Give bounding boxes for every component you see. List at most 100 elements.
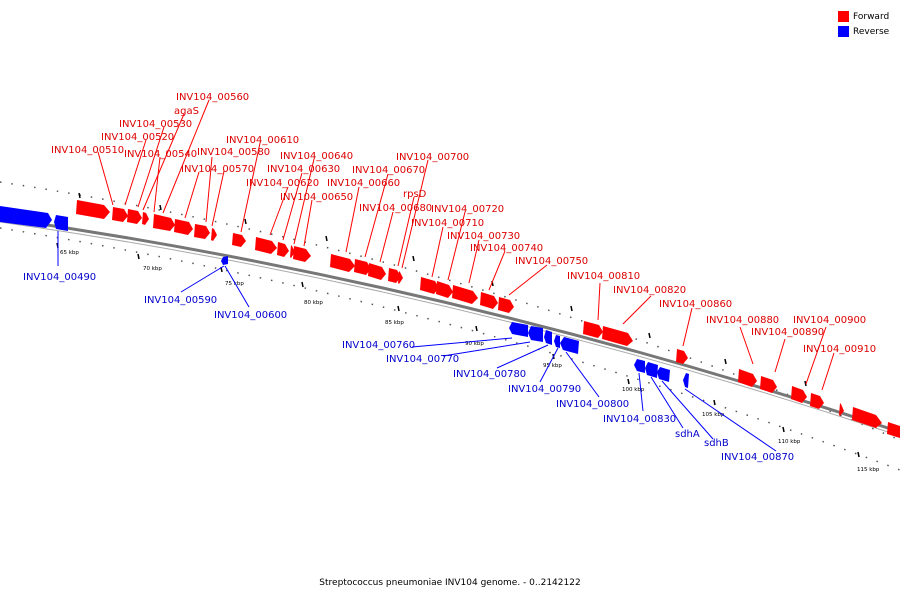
gene-label: rpsD xyxy=(403,189,427,200)
gene-label: INV104_00800 xyxy=(556,399,629,410)
gene-label: INV104_00660 xyxy=(327,178,400,189)
gene-label: INV104_00600 xyxy=(214,310,287,321)
gene-forward[interactable] xyxy=(839,403,844,416)
gene-forward[interactable] xyxy=(760,376,777,393)
gene-label: INV104_00730 xyxy=(447,231,520,242)
gene-forward[interactable] xyxy=(583,321,603,338)
gene-forward[interactable] xyxy=(127,209,142,224)
tick-label: 90 kbp xyxy=(465,341,484,347)
gene-reverse[interactable] xyxy=(0,206,52,228)
reverse-leader-lines xyxy=(57,231,777,452)
tick-label: 75 kbp xyxy=(225,281,244,287)
legend-item-reverse: Reverse xyxy=(838,24,889,39)
legend-label: Forward xyxy=(853,11,890,22)
gene-label: sdhB xyxy=(704,438,729,449)
gene-forward[interactable] xyxy=(738,369,757,387)
genome-caption: Streptococcus pneumoniae INV104 genome. … xyxy=(319,578,581,588)
gene-forward[interactable] xyxy=(290,245,295,258)
gene-forward[interactable] xyxy=(368,263,386,280)
gene-label: INV104_00770 xyxy=(386,354,459,365)
gene-reverse[interactable] xyxy=(221,256,228,265)
gene-forward[interactable] xyxy=(498,297,514,313)
gene-label: INV104_00580 xyxy=(197,147,270,158)
genome-backbone-shadow xyxy=(0,221,900,437)
gene-forward[interactable] xyxy=(852,407,882,428)
gene-reverse[interactable] xyxy=(657,367,670,382)
gene-forward[interactable] xyxy=(76,200,110,219)
gene-label: INV104_00880 xyxy=(706,315,779,326)
gene-forward[interactable] xyxy=(436,281,453,298)
forward-leader-lines xyxy=(97,99,835,391)
gene-reverse[interactable] xyxy=(560,337,579,354)
gene-label: INV104_00890 xyxy=(751,327,824,338)
gene-forward[interactable] xyxy=(354,259,371,275)
gene-reverse[interactable] xyxy=(544,330,552,345)
gene-reverse[interactable] xyxy=(634,359,645,373)
gene-label: INV104_00510 xyxy=(51,145,124,156)
gene-label: INV104_00570 xyxy=(181,164,254,175)
gene-label: INV104_00530 xyxy=(119,119,192,130)
gene-forward[interactable] xyxy=(791,386,807,403)
gene-label: INV104_00750 xyxy=(515,256,588,267)
gene-forward[interactable] xyxy=(174,219,193,235)
gene-label: INV104_00540 xyxy=(124,149,197,160)
tick-label: 70 kbp xyxy=(143,266,162,272)
gene-label: INV104_00520 xyxy=(101,132,174,143)
gene-reverse[interactable] xyxy=(554,335,560,348)
gene-label: INV104_00760 xyxy=(342,340,415,351)
gene-forward[interactable] xyxy=(330,254,355,272)
gene-label: INV104_00490 xyxy=(23,272,96,283)
legend-item-forward: Forward xyxy=(838,9,889,24)
gene-reverse[interactable] xyxy=(509,322,528,337)
tick-label: 110 kbp xyxy=(778,439,801,445)
gene-forward[interactable] xyxy=(388,268,401,283)
gene-label: INV104_00830 xyxy=(603,414,676,425)
gene-reverse[interactable] xyxy=(645,362,658,378)
gene-label: INV104_00620 xyxy=(246,178,319,189)
outer-dotted-track xyxy=(0,181,900,441)
gene-label: INV104_00560 xyxy=(176,92,249,103)
gene-reverse[interactable] xyxy=(54,215,68,231)
gene-forward[interactable] xyxy=(194,224,210,239)
gene-forward[interactable] xyxy=(112,207,128,222)
inner-dotted-track xyxy=(0,227,900,471)
reverse-labels: INV104_00490 INV104_00590 INV104_00600 I… xyxy=(23,272,794,463)
gene-forward[interactable] xyxy=(142,212,149,225)
gene-label: INV104_00650 xyxy=(280,192,353,203)
reverse-genes xyxy=(0,206,689,388)
gene-forward[interactable] xyxy=(277,242,289,257)
tick-label: 105 kbp xyxy=(702,412,725,418)
tick-label: 65 kbp xyxy=(60,250,79,256)
gene-forward[interactable] xyxy=(887,422,900,438)
forward-labels: INV104_00510 INV104_00520 INV104_00530 a… xyxy=(51,92,876,355)
gene-label: sdhA xyxy=(675,429,700,440)
gene-forward[interactable] xyxy=(153,214,175,231)
gene-forward[interactable] xyxy=(232,233,246,247)
gene-label: INV104_00710 xyxy=(411,218,484,229)
gene-label: INV104_00680 xyxy=(359,203,432,214)
gene-label: INV104_00860 xyxy=(659,299,732,310)
gene-forward[interactable] xyxy=(293,246,311,262)
gene-forward[interactable] xyxy=(211,228,217,241)
gene-label: INV104_00910 xyxy=(803,344,876,355)
gene-forward[interactable] xyxy=(420,277,439,294)
tick-label: 85 kbp xyxy=(385,320,404,326)
gene-forward[interactable] xyxy=(398,271,403,284)
legend-label: Reverse xyxy=(853,26,890,37)
gene-reverse[interactable] xyxy=(683,373,689,388)
gene-label: INV104_00720 xyxy=(431,204,504,215)
tick-label: 115 kbp xyxy=(857,467,880,473)
gene-forward[interactable] xyxy=(676,349,688,364)
gene-reverse[interactable] xyxy=(528,326,543,342)
gene-forward[interactable] xyxy=(452,285,478,304)
gene-label: INV104_00790 xyxy=(508,384,581,395)
gene-forward[interactable] xyxy=(255,237,277,254)
forward-swatch-icon xyxy=(838,11,849,22)
gene-label: INV104_00610 xyxy=(226,135,299,146)
gene-forward[interactable] xyxy=(810,393,824,409)
gene-label: INV104_00640 xyxy=(280,151,353,162)
gene-forward[interactable] xyxy=(602,326,633,346)
gene-forward[interactable] xyxy=(480,292,498,309)
gene-label: INV104_00870 xyxy=(721,452,794,463)
